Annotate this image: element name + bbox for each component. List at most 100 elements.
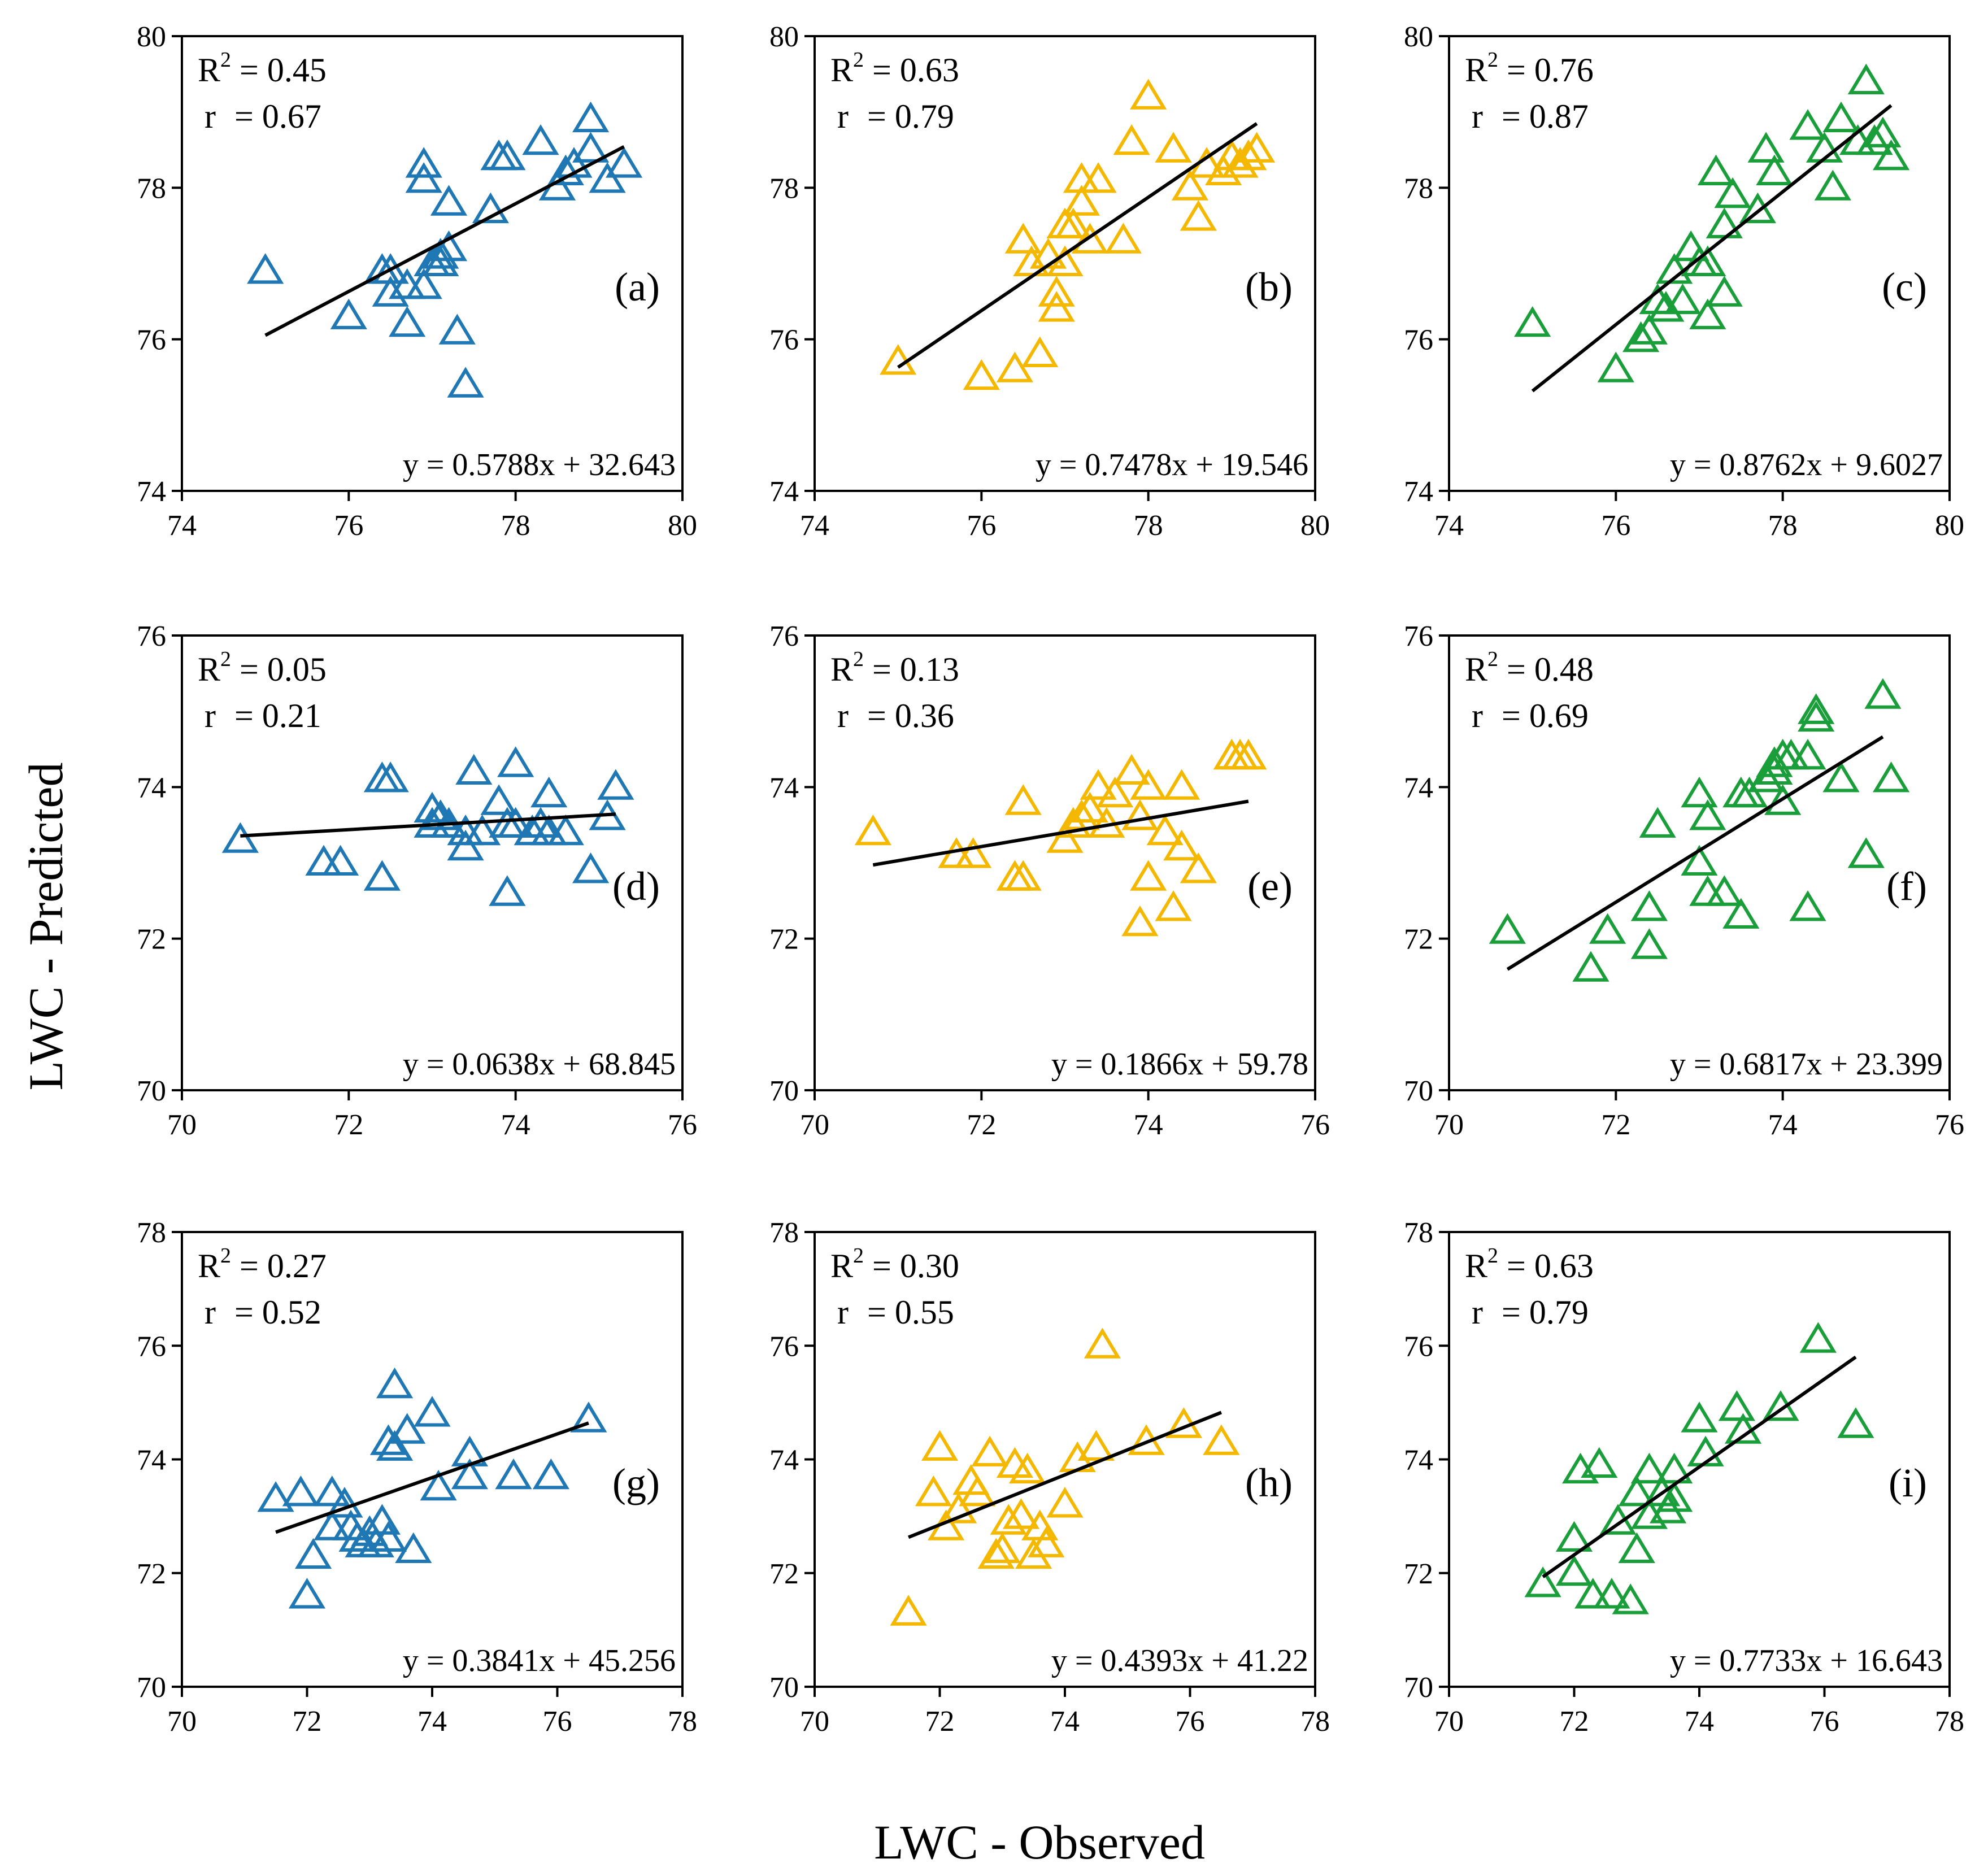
r-coefficient-a: r = 0.67 — [205, 98, 321, 135]
r-squared-symbol-d: R — [198, 651, 220, 688]
r-value-e: = 0.36 — [859, 697, 954, 734]
r-squared-i: R2 = 0.63 — [1465, 1244, 1594, 1285]
data-point-d-20 — [522, 807, 559, 838]
y-tick-label-b-76: 76 — [769, 324, 799, 356]
r-symbol-h: r — [837, 1294, 849, 1331]
regression-equation-e: y = 0.1866x + 59.78 — [1051, 1047, 1308, 1082]
r-squared-value-g: = 0.27 — [231, 1247, 327, 1285]
data-point-a-8 — [405, 147, 442, 178]
trend-line-h — [908, 1411, 1222, 1539]
data-point-h-16 — [1028, 1526, 1065, 1557]
data-point-c-18 — [1756, 154, 1793, 185]
r-squared-symbol-e: R — [830, 651, 853, 688]
panel-a: 74 76 78 80 74 76 78 80 R2 = 0.45 r = 0.67 (a) y = … — [137, 21, 697, 542]
x-tick-label-d-70: 70 — [167, 1109, 197, 1141]
trend-line-i — [1542, 1355, 1857, 1578]
data-point-c-14 — [1706, 276, 1743, 307]
y-tick-label-a-76: 76 — [137, 324, 166, 356]
data-point-d-13 — [464, 814, 501, 846]
data-point-h-17 — [1046, 1487, 1084, 1518]
data-point-b-7 — [1038, 276, 1075, 307]
data-point-g-0 — [257, 1481, 294, 1512]
r-symbol-g: r — [205, 1294, 216, 1331]
data-point-f-1 — [1572, 951, 1609, 982]
x-tick-label-g-74: 74 — [417, 1705, 447, 1738]
r-squared-value-b: = 0.63 — [864, 51, 959, 89]
x-tick-label-d-76: 76 — [668, 1109, 697, 1141]
panel-b: 74 76 78 80 74 76 78 80 R2 = 0.63 r = 0.79 (b) y = … — [769, 21, 1330, 542]
data-point-d-0 — [221, 822, 259, 853]
y-tick-label-a-74: 74 — [137, 476, 166, 508]
x-tick-label-h-70: 70 — [800, 1705, 829, 1738]
panel-label-c: (c) — [1882, 264, 1927, 310]
data-point-e-15 — [1121, 905, 1159, 937]
r-value-h: = 0.55 — [859, 1294, 954, 1331]
y-tick-label-g-72: 72 — [137, 1558, 166, 1590]
data-point-f-2 — [1589, 913, 1626, 944]
regression-equation-c: y = 0.8762x + 9.6027 — [1670, 447, 1943, 482]
x-tick-label-h-78: 78 — [1300, 1705, 1330, 1738]
data-point-g-13 — [369, 1521, 407, 1552]
data-point-i-0 — [1524, 1566, 1561, 1598]
r-value-i: = 0.79 — [1493, 1294, 1589, 1331]
data-point-e-4 — [1004, 860, 1042, 891]
data-point-c-10 — [1689, 245, 1726, 276]
r-squared-value-h: = 0.30 — [864, 1247, 959, 1285]
r-squared-value-f: = 0.48 — [1498, 651, 1594, 688]
r-squared-value-e: = 0.13 — [864, 651, 959, 688]
panel-label-a: (a) — [615, 264, 660, 310]
regression-equation-b: y = 0.7478x + 19.546 — [1036, 447, 1308, 482]
plot-area-i — [1448, 1231, 1951, 1688]
data-point-f-5 — [1639, 807, 1676, 838]
plot-area-e — [814, 634, 1316, 1091]
y-tick-label-e-76: 76 — [769, 620, 799, 652]
data-point-b-15 — [1080, 162, 1117, 193]
data-point-b-14 — [1071, 223, 1108, 254]
y-tick-label-i-76: 76 — [1404, 1330, 1433, 1363]
x-tick-label-f-74: 74 — [1768, 1109, 1798, 1141]
data-point-a-1 — [330, 298, 367, 329]
data-point-a-17 — [472, 192, 509, 224]
trend-line-b — [897, 122, 1258, 369]
r-coefficient-i: r = 0.79 — [1472, 1294, 1589, 1331]
y-tick-label-i-74: 74 — [1404, 1444, 1433, 1477]
y-tick-label-i-72: 72 — [1404, 1558, 1433, 1590]
x-tick-label-a-74: 74 — [167, 510, 197, 542]
data-point-f-22 — [1798, 693, 1835, 724]
data-point-d-16 — [489, 875, 526, 906]
r-value-b: = 0.79 — [859, 98, 954, 135]
data-point-g-15 — [376, 1367, 414, 1399]
data-point-c-21 — [1814, 169, 1851, 201]
data-point-i-4 — [1574, 1578, 1612, 1609]
y-tick-label-h-74: 74 — [769, 1444, 799, 1477]
data-point-f-16 — [1756, 746, 1793, 777]
data-point-h-0 — [890, 1595, 927, 1626]
data-point-f-13 — [1731, 776, 1768, 808]
x-tick-label-i-72: 72 — [1560, 1705, 1589, 1738]
y-tick-label-g-76: 76 — [137, 1330, 166, 1363]
data-point-b-21 — [1180, 200, 1217, 231]
data-point-i-19 — [1718, 1390, 1755, 1421]
regression-equation-d: y = 0.0638x + 68.845 — [403, 1047, 676, 1082]
data-point-g-18 — [395, 1532, 432, 1563]
data-point-g-17 — [389, 1413, 426, 1444]
y-tick-label-a-80: 80 — [137, 21, 166, 53]
panel-i: 70 72 74 76 78 70 72 74 76 78 R2 = 0.63 r = 0.79 (i)… — [1404, 1217, 1964, 1738]
data-point-h-23 — [1203, 1424, 1240, 1455]
regression-equation-i: y = 0.7733x + 16.643 — [1670, 1643, 1943, 1678]
data-point-h-20 — [1084, 1327, 1121, 1359]
data-point-b-12 — [1063, 185, 1100, 216]
data-point-a-16 — [447, 367, 484, 398]
data-point-b-5 — [1021, 336, 1059, 367]
trend-line-f — [1506, 735, 1884, 971]
x-tick-label-h-76: 76 — [1176, 1705, 1205, 1738]
regression-equation-g: y = 0.3841x + 45.256 — [403, 1643, 676, 1678]
data-point-h-1 — [915, 1475, 952, 1507]
r-squared-symbol-c: R — [1465, 51, 1487, 89]
panel-g: 70 72 74 76 78 70 72 74 76 78 R2 = 0.27 r = 0.52 (g)… — [137, 1217, 697, 1738]
data-point-e-25 — [1230, 738, 1267, 770]
data-point-f-20 — [1789, 738, 1826, 770]
data-point-h-10 — [990, 1504, 1027, 1535]
x-axis-title: LWC - Observed — [874, 1815, 1205, 1869]
data-point-i-17 — [1681, 1401, 1718, 1433]
